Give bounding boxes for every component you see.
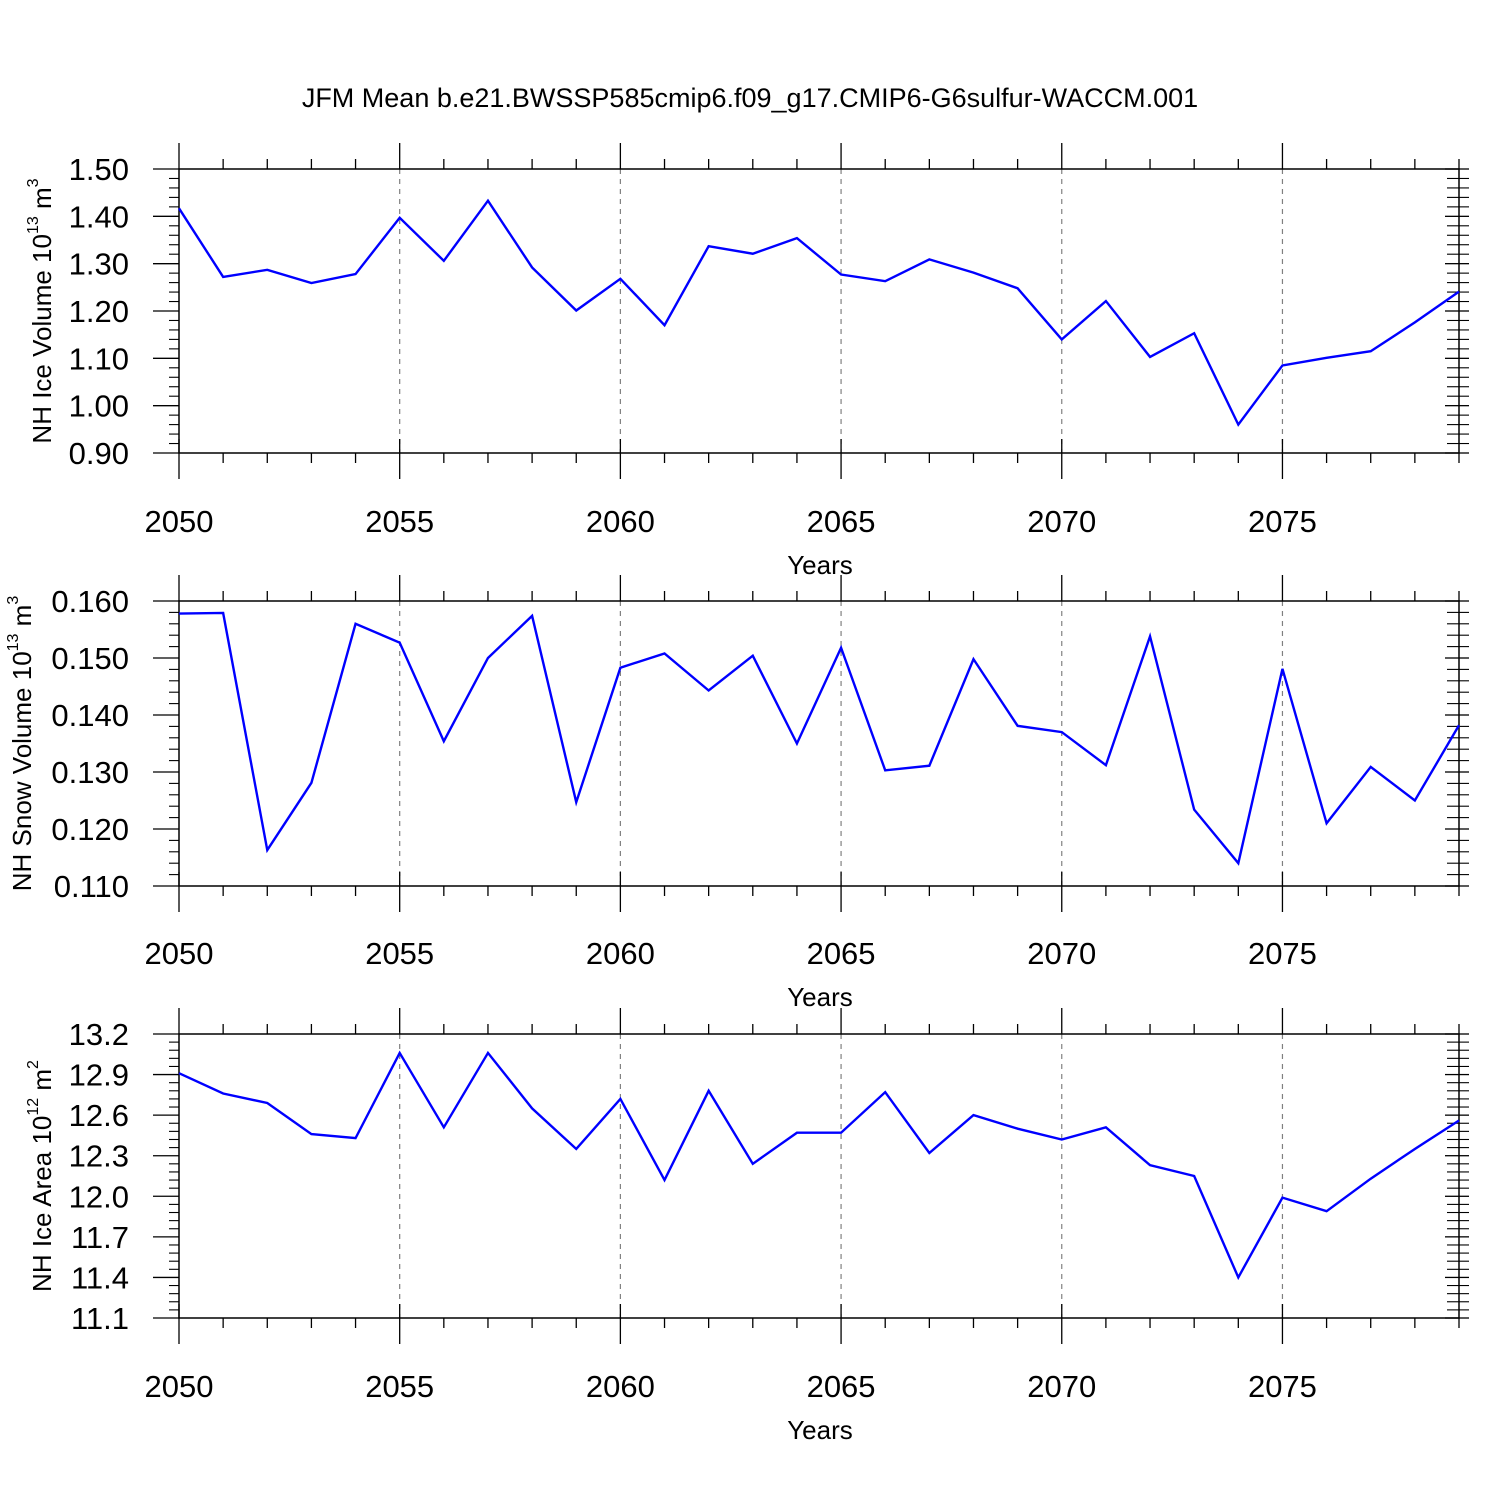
series-line-snow-volume <box>178 611 1461 866</box>
y-tick-label: 1.30 <box>69 247 129 282</box>
y-tick-label: 13.2 <box>69 1017 129 1052</box>
x-axis-label: Years <box>787 982 853 1012</box>
x-tick-label: 2060 <box>586 936 655 971</box>
panel-snow-volume: 2050 2055 2060 2065 2070 2075 Years 0.110 0.120 0… <box>5 575 1469 1012</box>
y-tick-label: 11.4 <box>71 1260 129 1295</box>
x-tick-label: 2060 <box>586 504 655 539</box>
plot-frame <box>178 168 1460 454</box>
x-tick-label: 2075 <box>1248 936 1317 971</box>
y-tick-label: 12.6 <box>69 1098 129 1133</box>
x-tick-label: 2075 <box>1248 1369 1317 1404</box>
x-tick-label: 2050 <box>145 936 214 971</box>
series-line-ice-volume <box>177 198 1460 427</box>
y-tick-label: 12.0 <box>69 1179 129 1214</box>
y-tick-label: 1.20 <box>69 294 129 329</box>
y-tick-label: 1.50 <box>69 152 129 187</box>
panel-ice-area: 2050 2055 2060 2065 2070 2075 Years 11.1 11.4 11.… <box>25 1008 1469 1445</box>
x-tick-label: 2055 <box>365 1369 434 1404</box>
y-tick-label: 0.120 <box>51 812 129 847</box>
plot-frame <box>178 600 1460 887</box>
y-axis-label: NH Ice Area 1012 m2 <box>25 1060 57 1292</box>
panel-ice-volume: 2050 2055 2060 2065 2070 2075 Years 0.90 1.00 1.1… <box>25 143 1469 580</box>
y-tick-label: 1.00 <box>69 389 129 424</box>
y-tick-label: 0.140 <box>51 698 129 733</box>
x-tick-label: 2075 <box>1248 504 1317 539</box>
y-tick-label: 0.150 <box>51 641 129 676</box>
y-tick-label: 0.160 <box>51 584 129 619</box>
panels: 2050 2055 2060 2065 2070 2075 Years 0.90 1.00 1.1… <box>5 143 1469 1445</box>
y-tick-label: 0.130 <box>51 755 129 790</box>
x-tick-label: 2065 <box>807 936 876 971</box>
y-tick-label: 1.40 <box>69 199 129 234</box>
y-tick-label: 11.1 <box>71 1301 129 1336</box>
x-axis-label: Years <box>787 1415 853 1445</box>
x-tick-label: 2070 <box>1027 1369 1096 1404</box>
x-tick-label: 2060 <box>586 1369 655 1404</box>
x-tick-label: 2055 <box>365 504 434 539</box>
figure-title: JFM Mean b.e21.BWSSP585cmip6.f09_g17.CMI… <box>302 83 1198 113</box>
y-tick-label: 0.90 <box>69 436 129 471</box>
y-tick-label: 12.3 <box>69 1139 129 1174</box>
x-tick-label: 2065 <box>807 504 876 539</box>
plot-frame <box>178 1033 1460 1319</box>
series-line-ice-area <box>178 1050 1460 1281</box>
x-tick-label: 2070 <box>1027 504 1096 539</box>
x-tick-label: 2050 <box>145 504 214 539</box>
x-axis-label: Years <box>787 550 853 580</box>
x-tick-label: 2070 <box>1027 936 1096 971</box>
y-tick-label: 0.110 <box>54 869 129 904</box>
y-axis-label: NH Ice Volume 1013 m3 <box>25 178 57 443</box>
x-tick-label: 2065 <box>807 1369 876 1404</box>
y-tick-label: 12.9 <box>69 1058 129 1093</box>
y-tick-label: 1.10 <box>69 341 129 376</box>
y-axis-label: NH Snow Volume 1013 m3 <box>5 596 37 892</box>
x-tick-label: 2055 <box>365 936 434 971</box>
y-tick-label: 11.7 <box>71 1220 129 1255</box>
x-tick-label: 2050 <box>145 1369 214 1404</box>
